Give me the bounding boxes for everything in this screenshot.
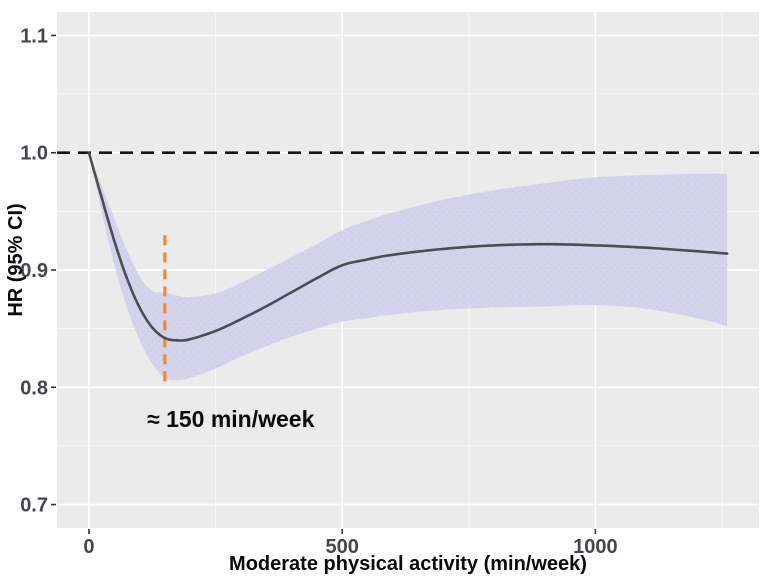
y-tick-label: 0.9 — [20, 260, 48, 282]
ci-ribbon-texture — [88, 152, 728, 381]
x-tick-label: 1000 — [573, 536, 618, 558]
data-lines — [57, 151, 759, 382]
x-axis-title: Moderate physical activity (min/week) — [229, 553, 587, 575]
y-tick-label: 0.7 — [20, 495, 48, 517]
annotation-min-label: ≈ 150 min/week — [147, 406, 315, 432]
axis-ticks-and-labels: 0 500 1000 0.7 0.8 0.9 1.0 1.1 — [20, 25, 617, 558]
y-tick-label: 0.8 — [20, 377, 48, 399]
y-tick-label: 1.0 — [20, 143, 48, 165]
hr-curve — [87, 151, 729, 342]
x-tick-label: 0 — [83, 536, 94, 558]
confidence-band — [88, 152, 728, 381]
x-tick-label: 500 — [325, 536, 358, 558]
y-tick-label: 1.1 — [20, 25, 48, 47]
y-axis-title: HR (95% CI) — [5, 203, 27, 316]
